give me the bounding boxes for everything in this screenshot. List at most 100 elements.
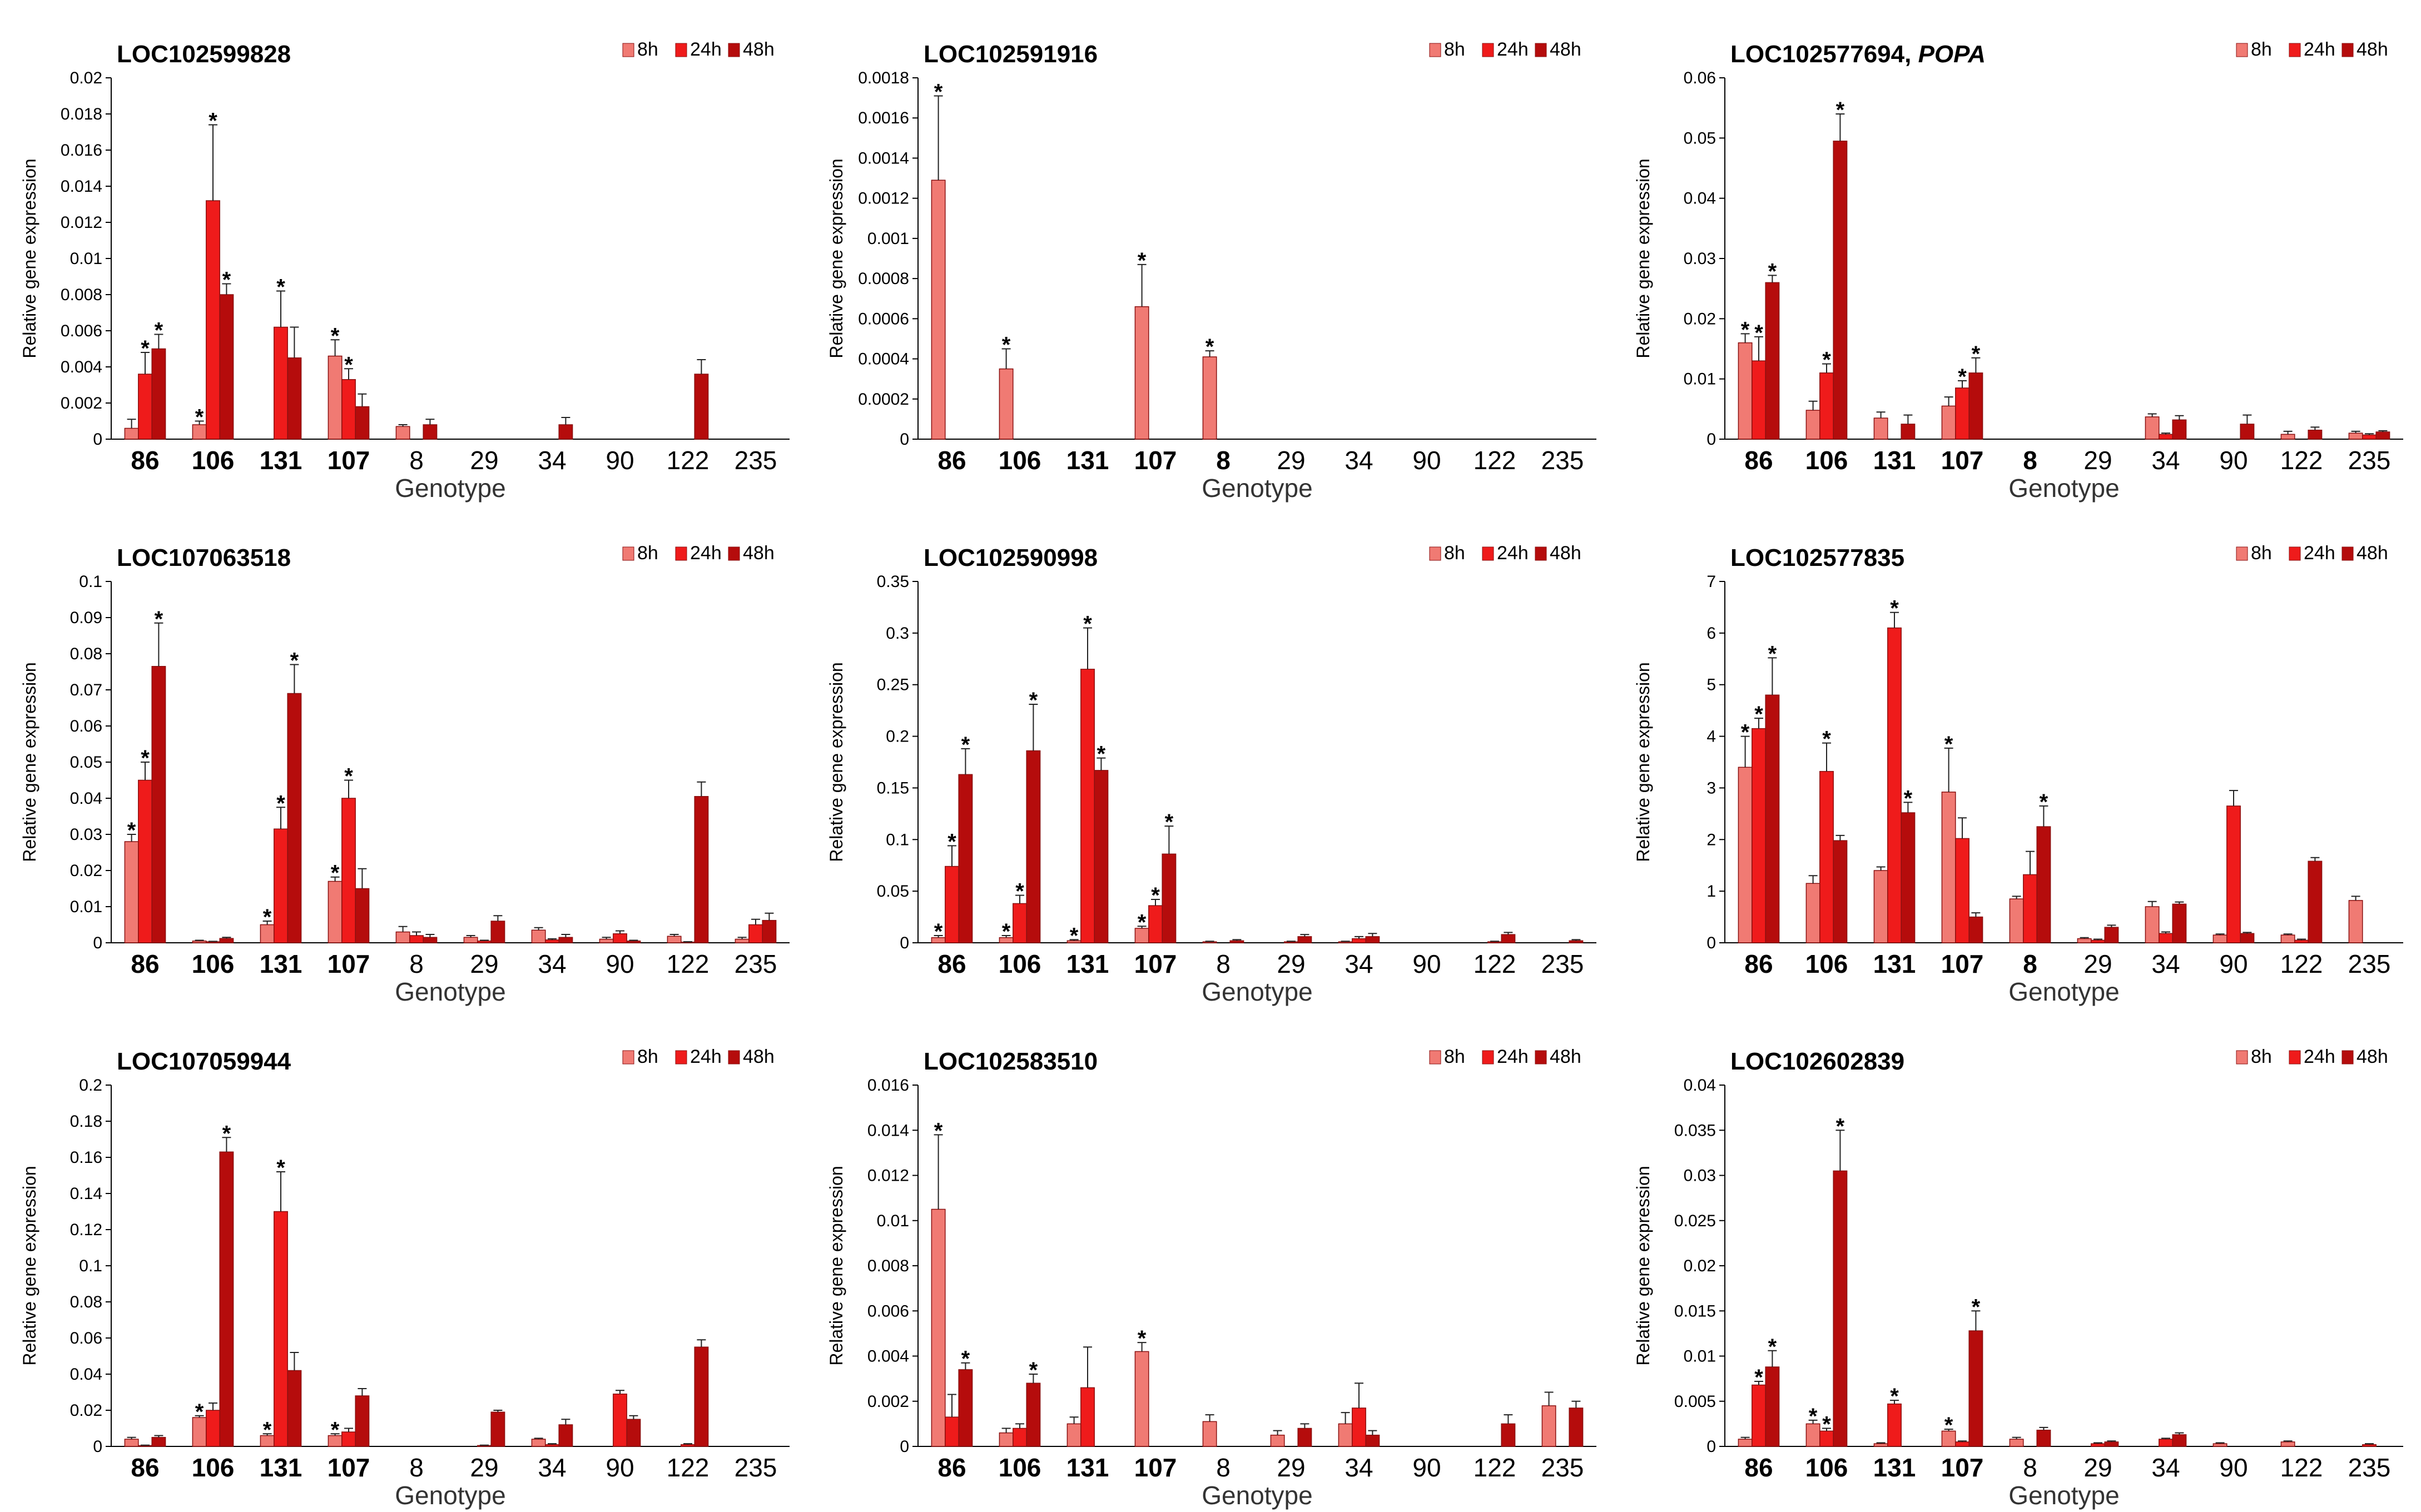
bar-48h-29 [2104,927,2119,943]
chart-title: LOC102583510 [924,1048,1098,1075]
chart-panel-3: LOC102577694, POPA 8h 24h 48h 0 0.01 0.02 0.03 0… [1614,0,2420,504]
chart-panel-5: LOC102590998 8h 24h 48h 0 0.05 0.1 0.15 0.2 0.25 0… [807,504,1614,1007]
legend-label-48h: 48h [743,543,775,564]
legend-swatch-8h [2236,1050,2248,1065]
bar-24h-107 [1148,905,1163,943]
y-tick-label: 0.016 [61,141,102,160]
y-tick-label: 0.12 [70,1221,102,1239]
legend-swatch-48h [2341,546,2354,561]
x-tick-label: 122 [1474,1453,1516,1482]
significance-asterisk: * [141,336,150,361]
legend-label-24h: 24h [690,1046,722,1067]
bar-48h-90 [626,941,641,943]
bar-48h-235 [2375,431,2390,440]
bar-8h-8 [1202,356,1217,440]
x-tick-label: 29 [1277,446,1305,475]
x-tick-label: 235 [735,1453,777,1482]
x-tick-label: 90 [2219,446,2248,475]
significance-asterisk: * [1741,317,1750,342]
x-tick-label: 131 [1873,949,1916,978]
bar-48h-107 [1968,916,1983,943]
legend-label-48h: 48h [1550,543,1581,564]
bar-24h-34 [545,1444,559,1447]
significance-asterisk: * [1754,1365,1763,1390]
bar-48h-8 [423,937,438,943]
chart-svg: LOC107063518 8h 24h 48h 0 0.01 0.02 0.03 0.04 0.0… [19,543,790,1006]
x-tick-label: 106 [1805,949,1848,978]
bar-24h-131 [1887,627,1902,943]
bar-8h-8 [2009,898,2024,943]
y-tick-label: 0 [900,430,909,449]
bar-48h-34 [2172,419,2187,440]
x-tick-label: 34 [538,446,566,475]
y-tick-label: 0.015 [1674,1302,1716,1320]
bar-8h-34 [531,929,546,943]
significance-asterisk: * [290,649,299,673]
y-axis-label: Relative gene expression [19,158,39,358]
x-tick-label: 29 [470,949,498,978]
bar-24h-122 [2294,939,2309,943]
significance-asterisk: * [331,861,340,886]
significance-asterisk: * [276,275,285,300]
significance-asterisk: * [1904,786,1913,810]
significance-asterisk: * [934,1118,943,1143]
bar-48h-131 [1901,424,1916,440]
bar-24h-34 [2159,434,2173,440]
bar-48h-8 [1229,940,1244,943]
bar-48h-235 [1569,940,1584,943]
legend-swatch-24h [2289,43,2301,57]
x-tick-label: 34 [1345,446,1373,475]
y-tick-label: 0.04 [1684,190,1716,208]
y-tick-label: 0.02 [1684,310,1716,328]
bar-48h-90 [626,1419,641,1447]
significance-asterisk: * [195,1400,204,1424]
significance-asterisk: * [155,319,163,343]
y-axis-label: Relative gene expression [19,1166,39,1365]
x-tick-label: 122 [2280,949,2323,978]
bar-48h-107 [355,888,370,943]
legend-label-8h: 8h [2251,39,2272,60]
significance-asterisk: * [1138,1326,1147,1351]
significance-asterisk: * [1754,321,1763,345]
y-tick-label: 0 [93,1438,102,1456]
bar-24h-29 [1284,941,1298,943]
x-tick-label: 107 [328,1453,370,1482]
bar-48h-90 [2240,424,2255,440]
bar-8h-34 [2145,906,2160,943]
y-tick-label: 0.02 [1684,1257,1716,1275]
y-tick-label: 0.07 [70,681,102,699]
y-tick-label: 0.03 [70,825,102,844]
x-tick-label: 86 [1744,446,1773,475]
x-tick-label: 29 [2083,949,2112,978]
legend-label-24h: 24h [690,543,722,564]
bar-8h-8 [1202,1421,1217,1447]
legend-swatch-8h [2236,43,2248,57]
bar-48h-86 [151,1437,166,1447]
y-axis-label: Relative gene expression [19,662,39,862]
chart-title-text: LOC102577694, [1730,41,1918,68]
legend-swatch-24h [1482,1050,1494,1065]
bar-24h-235 [748,924,763,943]
x-tick-label: 235 [735,446,777,475]
bar-48h-106 [1026,1382,1041,1447]
y-tick-label: 0.18 [70,1112,102,1131]
chart-svg: LOC102577694, POPA 8h 24h 48h 0 0.01 0.02 0.03 0… [1633,39,2403,503]
bar-48h-86 [1765,282,1780,440]
legend-swatch-8h [1429,1050,1441,1065]
bar-8h-107 [1134,1351,1149,1447]
x-axis-label: Genotype [395,474,505,503]
x-axis-label: Genotype [1202,1481,1312,1510]
bar-48h-34 [2172,1434,2187,1447]
bar-24h-131 [1887,1403,1902,1447]
x-tick-label: 131 [1066,949,1109,978]
y-tick-label: 0.008 [867,1257,909,1275]
significance-asterisk: * [1002,919,1011,944]
legend-label-48h: 48h [2356,39,2388,60]
legend-label-48h: 48h [1550,39,1581,60]
x-axis-label: Genotype [395,1481,505,1510]
y-tick-label: 0.0016 [858,109,909,127]
y-tick-label: 0.1 [79,1257,102,1275]
y-tick-label: 0 [1706,934,1716,952]
significance-asterisk: * [1809,1404,1818,1429]
